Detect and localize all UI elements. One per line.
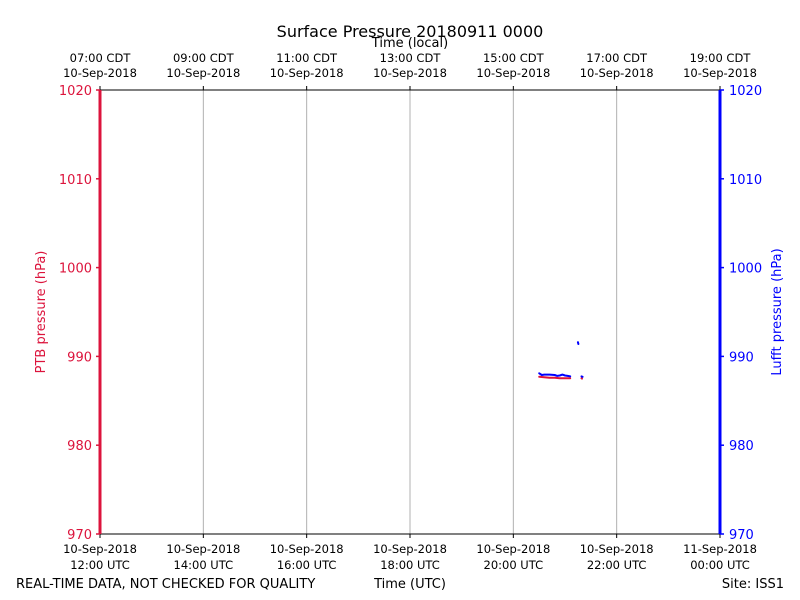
left-y-tick-label: 970 (67, 528, 92, 543)
lufft-pressure-line (576, 341, 580, 345)
x-tick-label-time: 16:00 UTC (277, 558, 337, 572)
top-tick-label-date: 10-Sep-2018 (373, 66, 447, 80)
top-tick-label-time: 15:00 CDT (483, 51, 545, 65)
x-tick-label-date: 10-Sep-2018 (580, 542, 654, 556)
top-tick-label-date: 10-Sep-2018 (166, 66, 240, 80)
top-tick-label-date: 10-Sep-2018 (580, 66, 654, 80)
right-y-axis-label: Lufft pressure (hPa) (770, 248, 785, 375)
left-y-tick-label: 1000 (59, 262, 92, 277)
right-y-tick-label: 1010 (729, 173, 762, 188)
right-y-tick-label: 980 (729, 439, 754, 454)
x-tick-label-time: 00:00 UTC (690, 558, 750, 572)
x-tick-label-time: 22:00 UTC (587, 558, 647, 572)
left-y-tick-label: 990 (67, 350, 92, 365)
right-y-tick-label: 1000 (729, 262, 762, 277)
x-tick-label-date: 10-Sep-2018 (373, 542, 447, 556)
x-tick-label-date: 10-Sep-2018 (166, 542, 240, 556)
right-y-tick-label: 990 (729, 350, 754, 365)
left-y-tick-label: 980 (67, 439, 92, 454)
top-axis-label: Time (local) (371, 36, 448, 51)
x-tick-label-time: 18:00 UTC (380, 558, 440, 572)
grid-lines (202, 90, 618, 534)
top-tick-label-date: 10-Sep-2018 (683, 66, 757, 80)
left-y-tick-label: 1010 (59, 173, 92, 188)
left-y-axis-label: PTB pressure (hPa) (34, 251, 49, 374)
top-tick-label-date: 10-Sep-2018 (63, 66, 137, 80)
right-y-tick-label: 970 (729, 528, 754, 543)
bottom-axis-label: Time (UTC) (373, 577, 446, 592)
lufft-pressure-line (538, 372, 572, 378)
quality-disclaimer: REAL-TIME DATA, NOT CHECKED FOR QUALITY (16, 577, 315, 592)
x-tick-label-time: 12:00 UTC (70, 558, 130, 572)
x-tick-label-time: 20:00 UTC (484, 558, 544, 572)
top-tick-label-date: 10-Sep-2018 (270, 66, 344, 80)
top-tick-label-time: 19:00 CDT (690, 51, 752, 65)
left-y-tick-label: 1020 (59, 84, 92, 99)
x-tick-label-date: 11-Sep-2018 (683, 542, 757, 556)
top-tick-label-time: 11:00 CDT (276, 51, 338, 65)
right-y-tick-label: 1020 (729, 84, 762, 99)
x-tick-label-date: 10-Sep-2018 (63, 542, 137, 556)
data-series (538, 341, 584, 380)
top-tick-label-time: 07:00 CDT (70, 51, 132, 65)
top-tick-label-time: 13:00 CDT (380, 51, 442, 65)
top-tick-label-time: 09:00 CDT (173, 51, 235, 65)
chart-title: Surface Pressure 20180911 0000 (277, 22, 544, 41)
x-tick-label-date: 10-Sep-2018 (476, 542, 550, 556)
top-tick-label-time: 17:00 CDT (586, 51, 648, 65)
top-tick-label-date: 10-Sep-2018 (476, 66, 550, 80)
site-label: Site: ISS1 (722, 577, 784, 592)
ptb-pressure-line (538, 375, 572, 380)
x-tick-label-time: 14:00 UTC (174, 558, 234, 572)
x-tick-label-date: 10-Sep-2018 (270, 542, 344, 556)
